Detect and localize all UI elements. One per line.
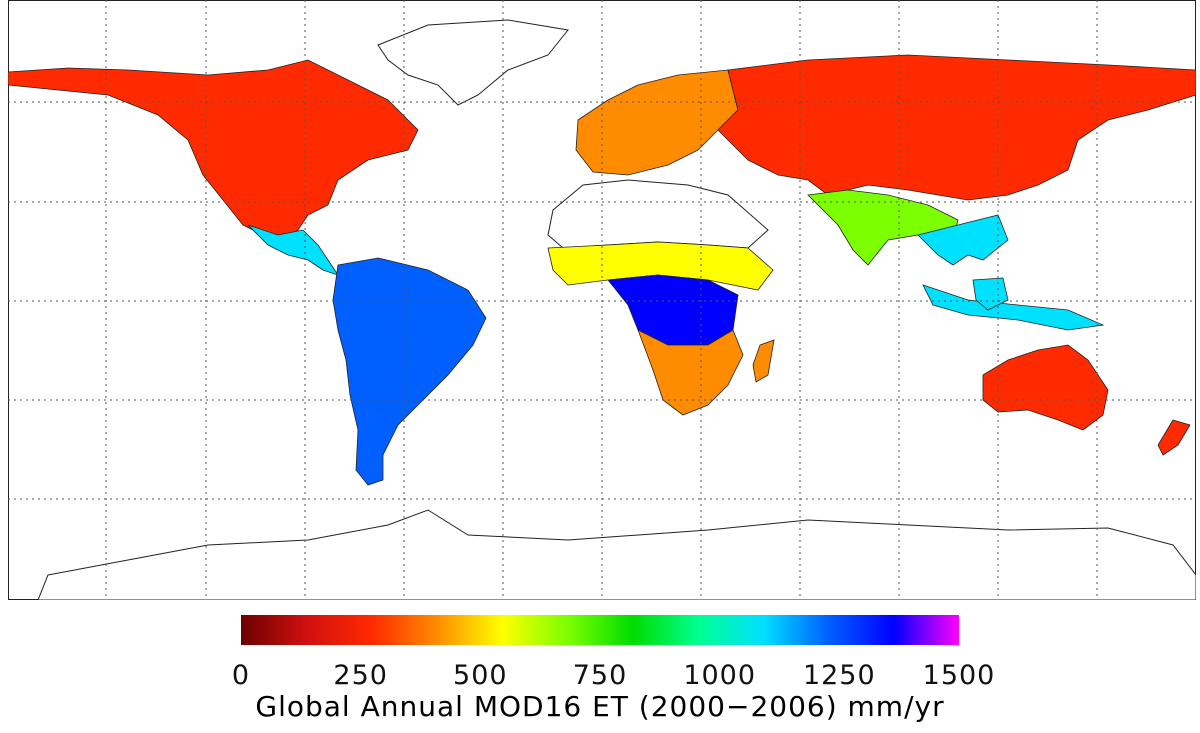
- world-map: [8, 0, 1196, 600]
- colorbar-tick-label: 0: [231, 660, 251, 691]
- colorbar: [241, 615, 959, 645]
- colorbar-tick-label: 250: [333, 660, 388, 691]
- africa-south-land: [637, 329, 744, 416]
- asia-land: [717, 54, 1196, 201]
- colorbar-tick-label: 750: [572, 660, 628, 691]
- colorbar-tick-label: 500: [453, 660, 508, 691]
- north-america-land: [8, 59, 419, 241]
- new-zealand-land: [1157, 419, 1191, 456]
- borneo-land: [972, 277, 1009, 311]
- south-america-land: [332, 257, 487, 486]
- colorbar-tick-label: 1000: [683, 660, 757, 691]
- colorbar-tick-label: 1250: [802, 660, 876, 691]
- greenland-outline: [377, 19, 569, 106]
- graticule: [8, 0, 1196, 600]
- southeast-asia-land: [917, 214, 1009, 266]
- madagascar-land: [752, 339, 775, 383]
- antarctica-outline: [37, 509, 1196, 600]
- map-caption: Global Annual MOD16 ET (2000−2006) mm/yr: [255, 690, 945, 723]
- australia-land: [982, 344, 1109, 431]
- colorbar-tick-label: 1500: [922, 660, 996, 691]
- africa-sahel-land: [547, 241, 774, 291]
